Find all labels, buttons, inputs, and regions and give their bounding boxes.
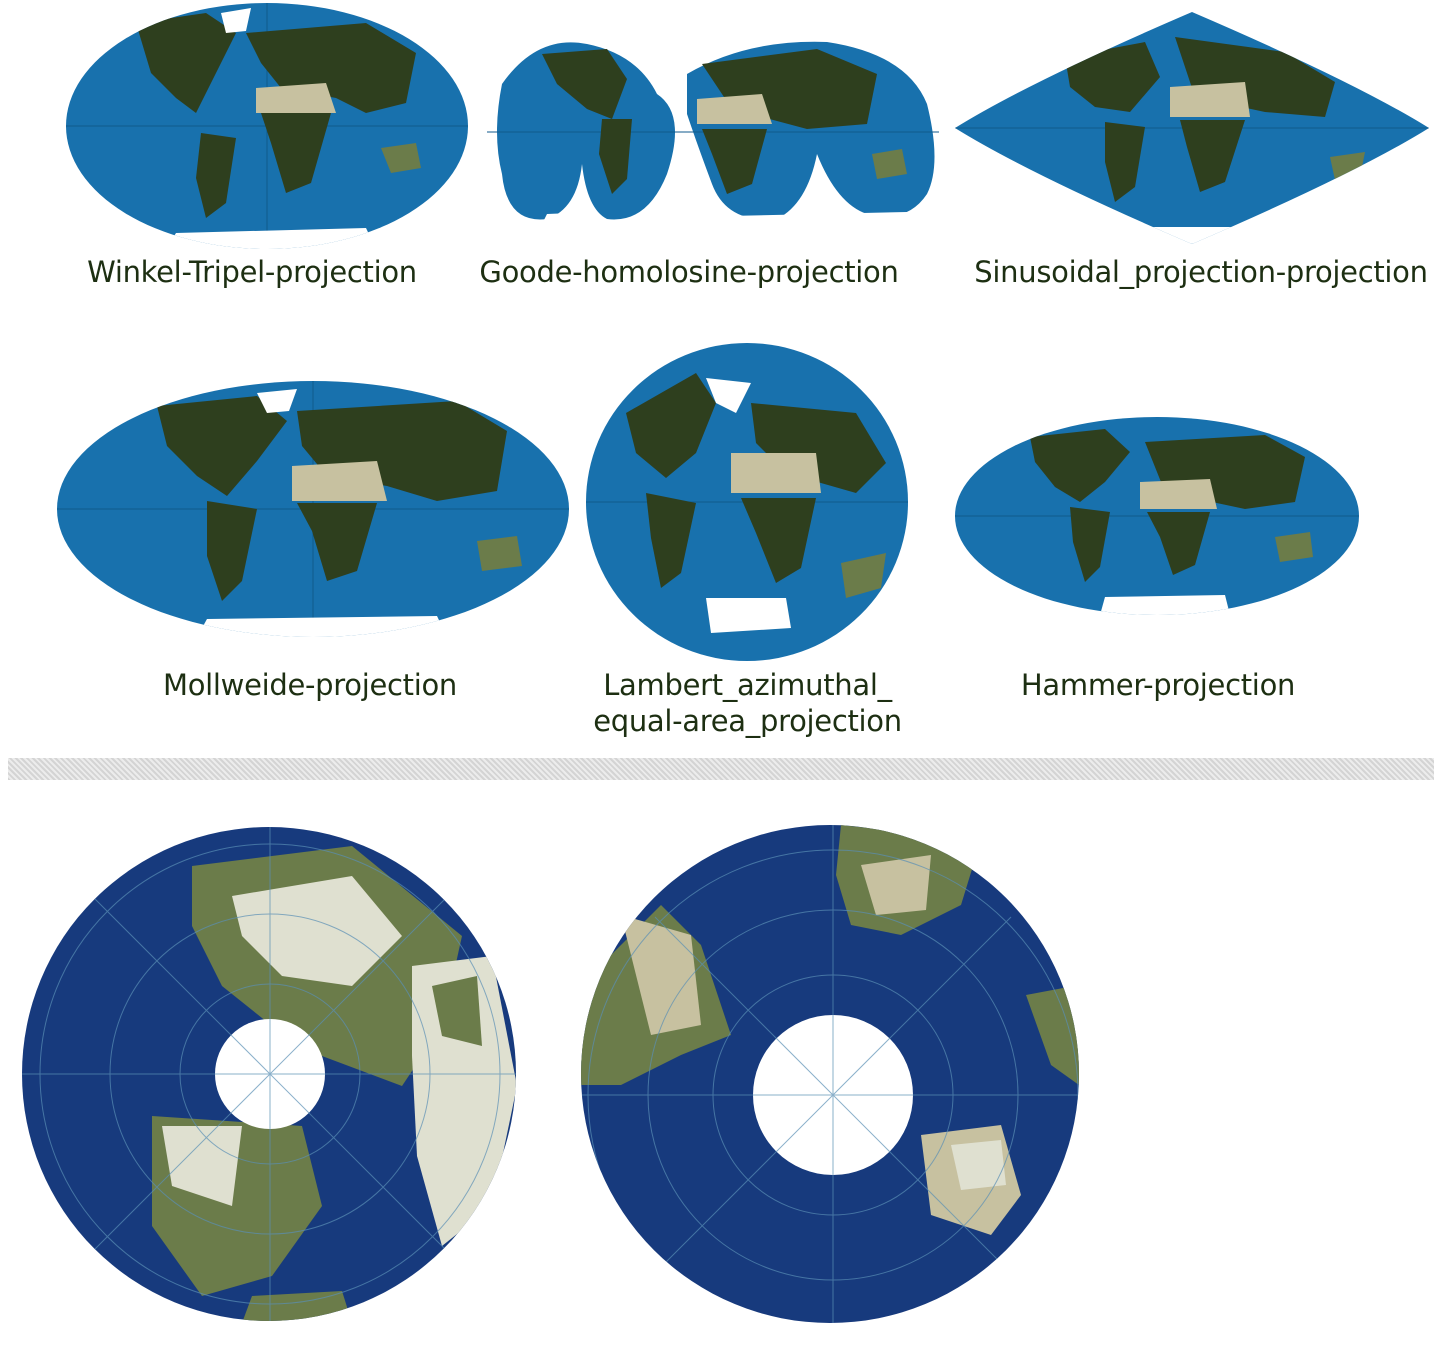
- lambert-azimuthal-map: [586, 343, 909, 661]
- goode-homolosine-label: Goode-homolosine-projection: [479, 255, 899, 289]
- lambert-azimuthal-label: Lambert_azimuthal_ equal-area_projection: [586, 667, 909, 739]
- goode-homolosine-map: [487, 34, 939, 226]
- south-polar-globe-icon: [581, 825, 1079, 1323]
- winkel-tripel-label: Winkel-Tripel-projection: [87, 255, 417, 289]
- sinusoidal-label: Sinusoidal_projection-projection: [974, 255, 1428, 289]
- lambert-azimuthal-label-line1: Lambert_azimuthal_: [603, 668, 892, 702]
- hammer-label: Hammer-projection: [1020, 668, 1296, 702]
- section-divider: [8, 758, 1434, 780]
- north-polar-globe-icon: [22, 826, 517, 1323]
- hammer-map: [955, 417, 1359, 615]
- mollweide-map: [57, 381, 570, 637]
- lambert-azimuthal-label-line2: equal-area_projection: [593, 704, 902, 738]
- winkel-tripel-map: [66, 3, 468, 249]
- mollweide-label: Mollweide-projection: [162, 668, 458, 702]
- sinusoidal-map: [955, 12, 1429, 244]
